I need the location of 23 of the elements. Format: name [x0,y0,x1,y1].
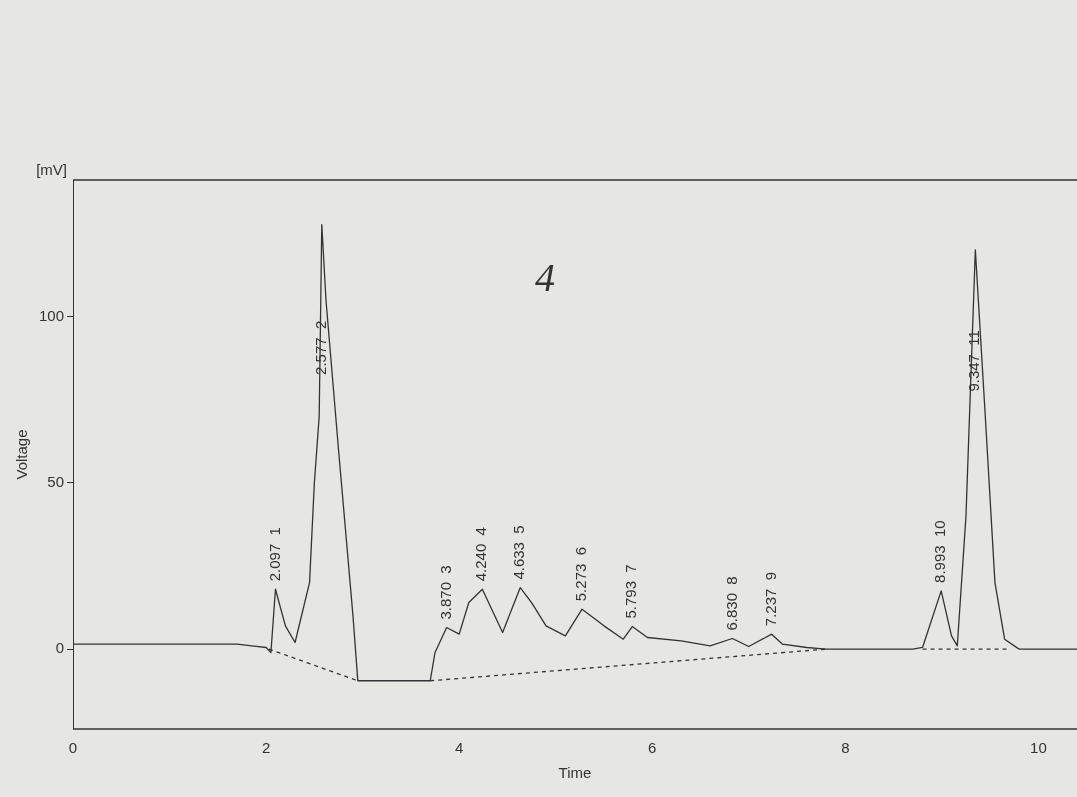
annotation: 4 [534,254,555,300]
text: [mV] [36,160,68,178]
y-axis-title: Voltage [13,429,31,480]
x-tick-label: 10 [1030,739,1047,757]
x-tick-label: 0 [68,739,78,757]
x-tick-label: 6 [648,739,657,757]
annotation: 5.793 7 [622,564,640,619]
annotation: 6.830 8 [722,576,740,631]
annotation: 5.273 6 [572,547,590,602]
y-tick-label: 0 [55,639,65,657]
x-axis-title: Time [558,764,592,782]
x-tick-label: 8 [841,739,850,757]
annotation: 4.240 4 [472,527,490,582]
annotation: 8.993 10 [931,520,949,583]
y-tick-label: 100 [39,306,65,324]
annotation: 7.237 9 [761,571,779,627]
annotation: 2.097 1 [265,527,283,582]
annotation: 3.870 3 [436,565,454,620]
x-tick-label: 2 [261,739,271,757]
y-tick-label: 50 [47,472,65,490]
x-tick-label: 4 [455,739,464,757]
annotation: 9.347 11 [965,330,983,392]
annotation: 4.633 5 [510,525,528,580]
